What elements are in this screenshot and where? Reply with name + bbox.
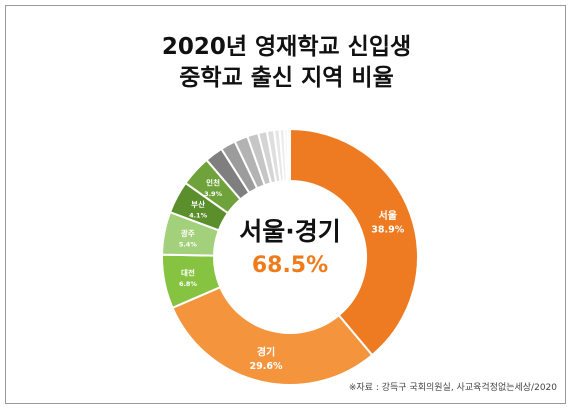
- donut-slice-경기: [171, 285, 374, 386]
- slice-label-name: 대전: [181, 268, 195, 278]
- chart-title-line2: 중학교 출신 지역 비율: [179, 65, 394, 91]
- slice-labels: 서울 38.9% 경기 29.6% 대전 6.8% 광주 5.4% 부산 4.1% 인천 3.9%: [179, 178, 405, 373]
- slice-label-name: 경기: [257, 346, 275, 359]
- slice-label-value: 38.9%: [371, 224, 404, 235]
- slice-label-name: 인천: [206, 178, 220, 188]
- slice-label-value: 6.8%: [179, 280, 198, 288]
- slice-label-value: 29.6%: [250, 361, 283, 372]
- center-value: 68.5%: [252, 253, 328, 278]
- donut-slice-other-15: [286, 127, 291, 183]
- slice-label-name: 서울: [379, 209, 397, 222]
- source-note: ※자료 : 강득구 국회의원실, 사교육걱정없는세상/2020: [348, 383, 557, 393]
- donut-slice-서울: [289, 127, 419, 357]
- slice-label-value: 3.9%: [204, 190, 223, 198]
- slice-label-name: 부산: [191, 199, 205, 209]
- donut-slices: [161, 127, 419, 386]
- slice-label-value: 5.4%: [179, 241, 198, 249]
- slice-label-value: 4.1%: [189, 211, 208, 219]
- chart-title-line1: 2020년 영재학교 신입생: [161, 34, 412, 60]
- center-label: 서울·경기: [239, 217, 341, 246]
- slice-label-name: 광주: [181, 228, 195, 238]
